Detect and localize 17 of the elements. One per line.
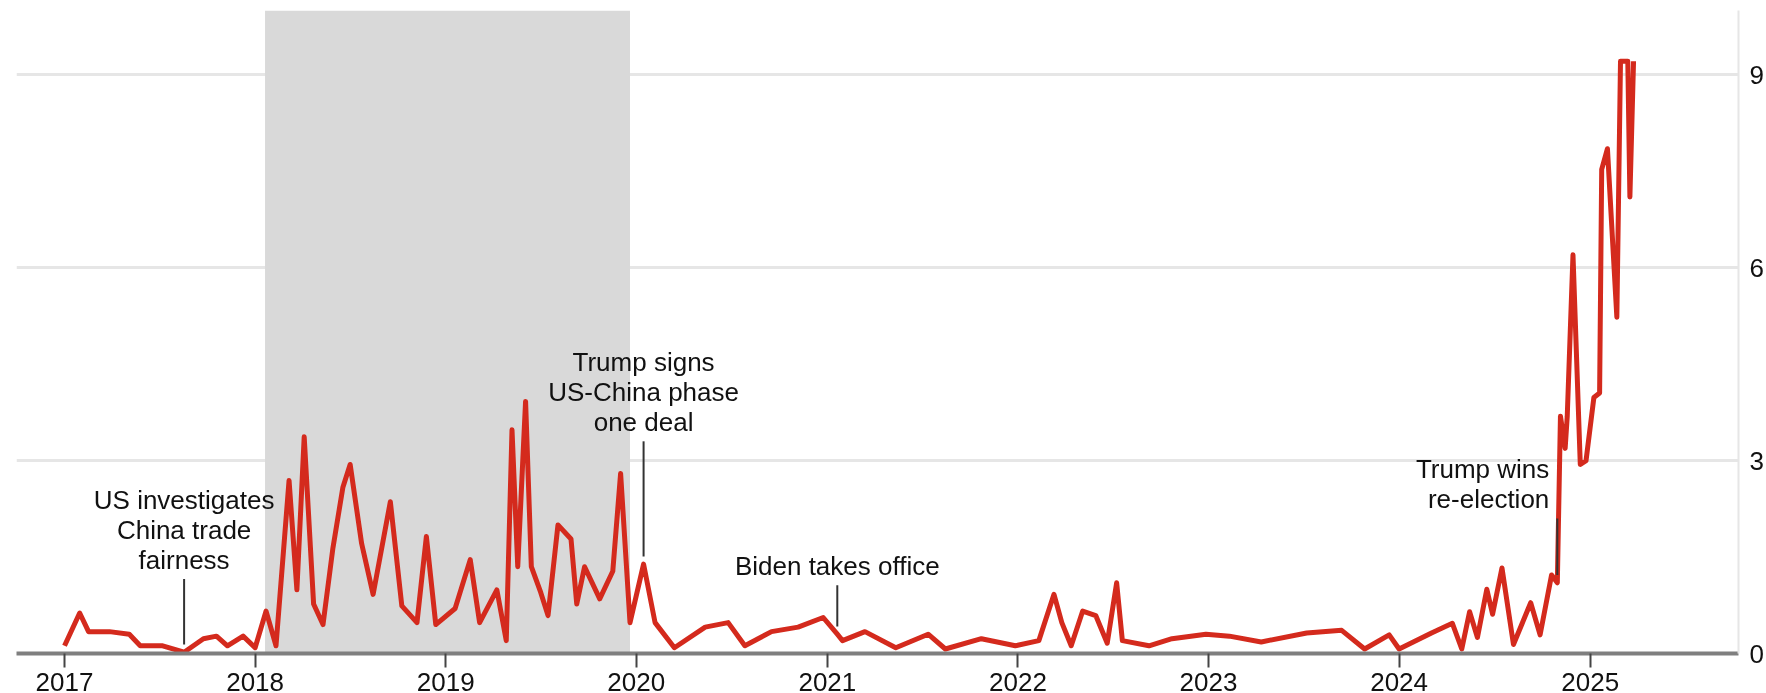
y-tick-label: 3 bbox=[1749, 445, 1764, 476]
x-tick-label: 2018 bbox=[226, 666, 285, 693]
x-tick-label: 2019 bbox=[416, 666, 475, 693]
annotation: Trump signs US-China phase one deal bbox=[548, 347, 739, 438]
y-tick-label: 9 bbox=[1749, 59, 1764, 90]
x-tick-label: 2025 bbox=[1561, 666, 1620, 693]
x-tick-label: 2023 bbox=[1179, 666, 1238, 693]
x-tick-label: 2024 bbox=[1370, 666, 1429, 693]
y-tick-label: 6 bbox=[1749, 252, 1764, 283]
annotation: Biden takes office bbox=[734, 551, 940, 582]
annotation: Trump wins re-election bbox=[1415, 454, 1550, 515]
x-tick-label: 2020 bbox=[607, 666, 666, 693]
x-tick-label: 2021 bbox=[798, 666, 857, 693]
x-tick-label: 2017 bbox=[35, 666, 94, 693]
x-tick-label: 2022 bbox=[989, 666, 1047, 693]
y-tick-label: 0 bbox=[1749, 638, 1764, 669]
annotation: US investigates China trade fairness bbox=[93, 484, 275, 575]
